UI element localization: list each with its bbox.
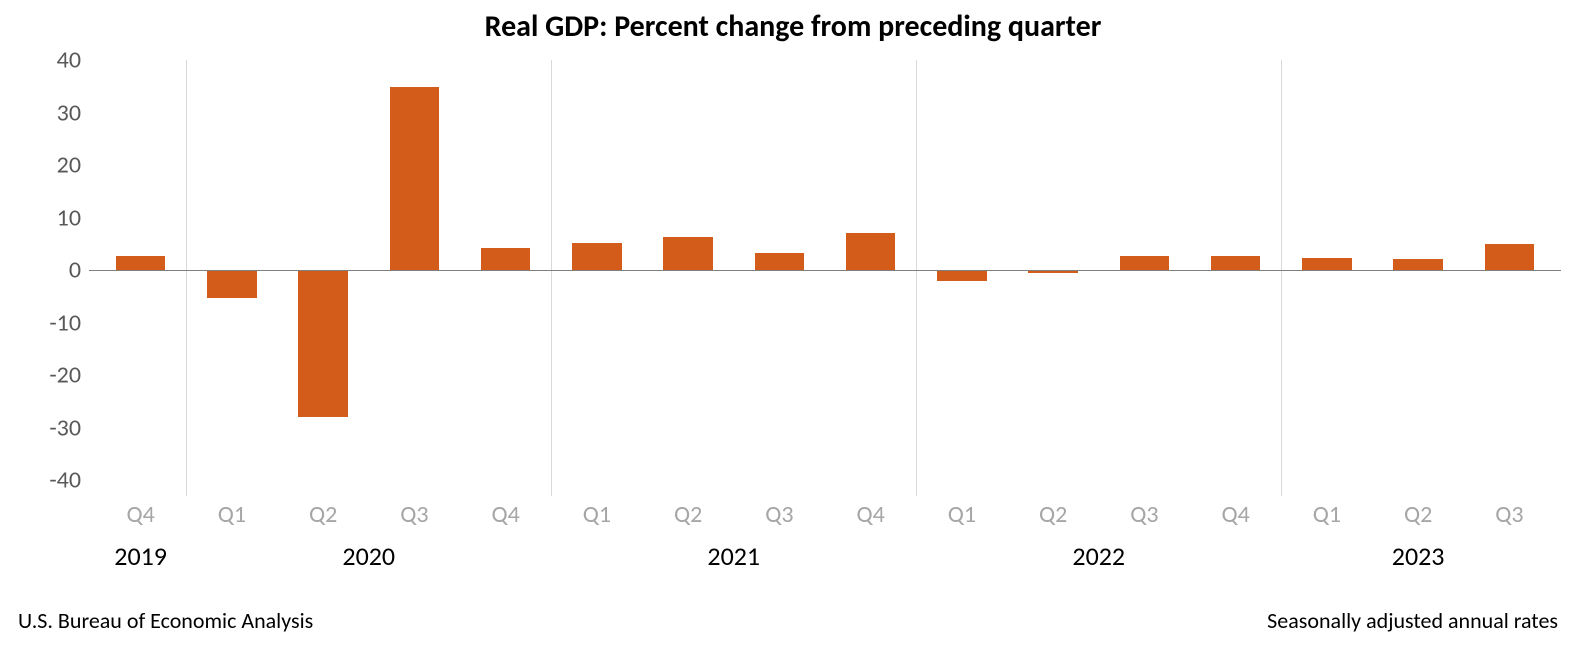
y-tick-label: -40 bbox=[49, 466, 95, 495]
year-label: 2020 bbox=[342, 540, 395, 572]
quarter-label: Q3 bbox=[1130, 500, 1158, 529]
year-separator bbox=[916, 60, 917, 496]
bar bbox=[663, 237, 712, 270]
bar bbox=[1211, 256, 1260, 270]
y-tick-label: 40 bbox=[57, 46, 95, 75]
quarter-label: Q2 bbox=[1039, 500, 1067, 529]
footer-left: U.S. Bureau of Economic Analysis bbox=[18, 607, 313, 634]
year-separator bbox=[551, 60, 552, 496]
quarter-label: Q1 bbox=[218, 500, 246, 529]
year-separator bbox=[186, 60, 187, 496]
chart-container: Real GDP: Percent change from preceding … bbox=[0, 0, 1586, 656]
bar bbox=[755, 253, 804, 270]
quarter-label: Q2 bbox=[309, 500, 337, 529]
plot-area: 403020100-10-20-30-40Q4Q1Q2Q3Q4Q1Q2Q3Q4Q… bbox=[95, 60, 1555, 480]
bar bbox=[207, 270, 256, 298]
bar bbox=[1120, 256, 1169, 270]
quarter-label: Q2 bbox=[674, 500, 702, 529]
bar bbox=[1485, 244, 1534, 270]
quarter-label: Q4 bbox=[491, 500, 519, 529]
year-label: 2021 bbox=[707, 540, 760, 572]
quarter-label: Q4 bbox=[1221, 500, 1249, 529]
quarter-label: Q1 bbox=[1313, 500, 1341, 529]
quarter-label: Q1 bbox=[948, 500, 976, 529]
bar bbox=[390, 87, 439, 270]
quarter-label: Q3 bbox=[1495, 500, 1523, 529]
year-label: 2019 bbox=[114, 540, 167, 572]
bar bbox=[1302, 258, 1351, 270]
bar bbox=[572, 243, 621, 270]
y-tick-label: -20 bbox=[49, 361, 95, 390]
y-tick-label: 30 bbox=[57, 98, 95, 127]
quarter-label: Q1 bbox=[583, 500, 611, 529]
bar bbox=[298, 270, 347, 417]
bar bbox=[846, 233, 895, 270]
year-label: 2023 bbox=[1392, 540, 1445, 572]
quarter-label: Q3 bbox=[765, 500, 793, 529]
quarter-label: Q4 bbox=[126, 500, 154, 529]
bar bbox=[937, 270, 986, 281]
year-separator bbox=[1281, 60, 1282, 496]
quarter-label: Q3 bbox=[400, 500, 428, 529]
y-tick-label: -30 bbox=[49, 413, 95, 442]
year-label: 2022 bbox=[1072, 540, 1125, 572]
bar bbox=[1393, 259, 1442, 270]
y-tick-label: 10 bbox=[57, 203, 95, 232]
chart-title: Real GDP: Percent change from preceding … bbox=[0, 8, 1586, 45]
y-tick-label: -10 bbox=[49, 308, 95, 337]
footer-right: Seasonally adjusted annual rates bbox=[1267, 607, 1558, 634]
quarter-label: Q4 bbox=[856, 500, 884, 529]
quarter-label: Q2 bbox=[1404, 500, 1432, 529]
bar bbox=[481, 248, 530, 270]
bar bbox=[116, 256, 165, 270]
zero-line bbox=[89, 270, 1561, 271]
y-tick-label: 20 bbox=[57, 151, 95, 180]
